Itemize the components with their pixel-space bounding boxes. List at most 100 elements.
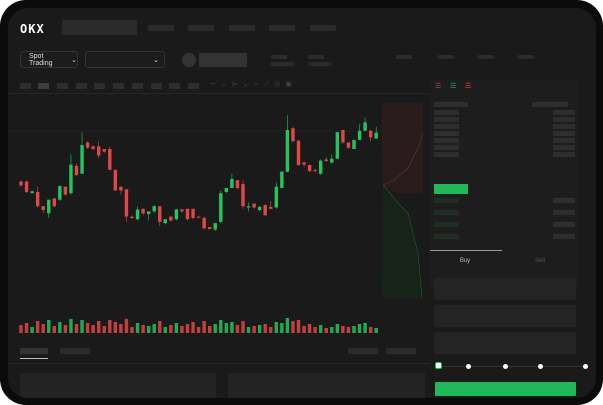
orderbook-amount — [553, 222, 575, 227]
volume-bar — [285, 318, 290, 333]
candlestick-chart[interactable] — [8, 93, 430, 343]
slider-mark-75[interactable] — [538, 364, 543, 369]
volume-bar — [41, 324, 45, 333]
nav-item[interactable] — [188, 25, 214, 31]
nav-item[interactable] — [229, 25, 255, 31]
pair-dropdown[interactable]: ⌄ — [85, 51, 165, 68]
coin-icon — [182, 53, 196, 67]
volume-bar — [135, 323, 140, 333]
timeframe-button-active[interactable] — [38, 83, 49, 89]
tab-order-history[interactable] — [60, 348, 90, 354]
slider-mark-100[interactable] — [583, 364, 588, 369]
candle-body — [319, 160, 323, 174]
search-bar[interactable] — [62, 20, 137, 35]
slider-mark-25[interactable] — [466, 364, 471, 369]
buy-tab-indicator — [430, 250, 502, 251]
chevron-down-icon: ⌄ — [153, 56, 159, 64]
tab-sell[interactable]: Sell — [534, 258, 545, 264]
candle-body — [69, 164, 73, 194]
orderbook-price[interactable] — [434, 234, 459, 239]
volume-bar — [296, 320, 301, 333]
volume-bar — [74, 324, 79, 333]
candle-body — [224, 188, 229, 192]
candle-body — [24, 181, 29, 192]
candle-body — [108, 149, 112, 170]
amount-slider-handle[interactable] — [435, 362, 442, 369]
stat-label — [438, 55, 454, 59]
orderbook-price[interactable] — [434, 124, 459, 129]
candle-body — [302, 162, 306, 165]
volume-bar — [152, 324, 156, 333]
tab-buy[interactable]: Buy — [459, 258, 471, 264]
orderbook-asks-view-icon[interactable]: ☰ — [465, 83, 472, 90]
volume-bar — [180, 326, 184, 333]
orderbook-price[interactable] — [434, 198, 459, 203]
timeframe-button[interactable] — [169, 83, 180, 89]
okx-logo: OKX — [20, 22, 45, 36]
nav-item[interactable] — [148, 25, 174, 31]
volume-bar — [85, 323, 90, 333]
timeframe-button[interactable] — [94, 83, 105, 89]
orderbook-price[interactable] — [434, 145, 459, 150]
market-dropdown-label: Spot Trading — [29, 52, 53, 67]
nav-item[interactable] — [269, 25, 295, 31]
volume-bar — [163, 327, 167, 333]
timeframe-button[interactable] — [20, 83, 31, 89]
candle-body — [291, 128, 295, 142]
candle-body — [335, 132, 340, 159]
market-dropdown[interactable]: Spot Trading ⌄ — [20, 51, 78, 68]
nav-item[interactable] — [310, 25, 336, 31]
buy-button[interactable] — [435, 382, 576, 396]
orderbook-both-view-icon[interactable]: ☰ — [435, 83, 442, 90]
stat-label — [396, 55, 412, 59]
orderbook-price[interactable] — [434, 131, 459, 136]
candle-body — [52, 198, 56, 207]
stat-value — [308, 62, 332, 66]
filter-button[interactable] — [386, 348, 416, 354]
slider-mark-50[interactable] — [503, 364, 508, 369]
orderbook-amount — [553, 234, 575, 239]
volume-bar — [146, 326, 151, 333]
volume-bar — [102, 326, 106, 333]
orderbook-price[interactable] — [434, 138, 459, 143]
orderbook-price[interactable] — [434, 117, 459, 122]
timeframe-button[interactable] — [132, 83, 143, 89]
candle-body — [47, 199, 51, 214]
candle-body — [257, 206, 262, 211]
orderbook-bids-view-icon[interactable]: ☰ — [450, 83, 457, 90]
tab-active-indicator — [20, 358, 48, 359]
tab-open-orders[interactable] — [20, 348, 48, 354]
amount-slider-track[interactable] — [440, 366, 588, 367]
timeframe-button[interactable] — [188, 83, 199, 89]
orderbook-price[interactable] — [434, 152, 459, 157]
candle-body — [58, 186, 62, 200]
positions-panel — [228, 373, 425, 398]
timeframe-button[interactable] — [151, 83, 162, 89]
timeframe-button[interactable] — [57, 83, 68, 89]
candle-body — [91, 146, 95, 149]
orderbook-price[interactable] — [434, 210, 459, 215]
orderbook-price[interactable] — [434, 110, 459, 115]
price-input[interactable] — [434, 278, 576, 300]
depth-bids-line — [382, 184, 423, 299]
orderbook-price[interactable] — [434, 222, 459, 227]
chart-tools-icons[interactable]: ∽⌄⊳⌄∼⟋◎▣ — [210, 81, 297, 88]
orderbook-price[interactable] — [434, 102, 468, 107]
volume-bar — [224, 323, 229, 333]
volume-bar — [252, 326, 256, 333]
total-input[interactable] — [434, 332, 576, 354]
candle-body — [35, 191, 40, 207]
amount-input[interactable] — [434, 305, 576, 327]
depth-bids-area — [381, 185, 422, 298]
volume-bar — [208, 326, 212, 333]
candle-body — [252, 203, 256, 208]
timeframe-button[interactable] — [113, 83, 124, 89]
volume-bar — [80, 320, 84, 333]
filter-button[interactable] — [348, 348, 378, 354]
candle-body — [313, 170, 317, 172]
volume-bar — [30, 327, 34, 333]
volume-bar — [330, 327, 334, 333]
candle-body — [196, 216, 201, 218]
volume-bar — [24, 323, 29, 333]
timeframe-button[interactable] — [76, 83, 87, 89]
